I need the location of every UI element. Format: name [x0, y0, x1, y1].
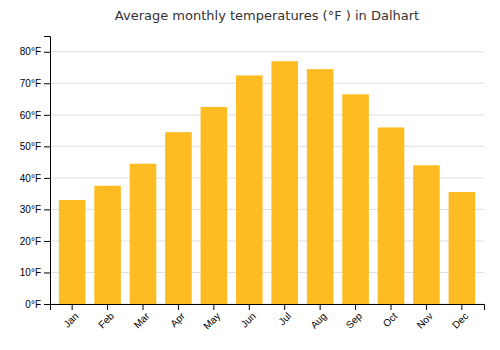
tick-mark: [44, 83, 50, 84]
plot: 0°F 10°F 20°F 30°F 40°F 50°F 60°F 70°F 80°F Jan Fe…: [20, 37, 485, 332]
tick-mark: [249, 304, 250, 310]
tick-label: 30°F: [20, 204, 41, 215]
y-tick: 40°F: [20, 173, 50, 184]
tick-label: Sep: [344, 310, 365, 331]
tick-mark: [44, 52, 50, 53]
y-tick: 30°F: [20, 204, 50, 215]
bar: [130, 164, 157, 304]
tick-mark: [44, 146, 50, 147]
tick-mark: [461, 304, 462, 310]
tick-mark: [44, 241, 50, 242]
grid: [50, 52, 484, 304]
grid-line: [50, 146, 484, 147]
tick-label: 80°F: [20, 46, 41, 57]
tick-mark: [44, 115, 50, 116]
tick-label: Aug: [308, 310, 328, 330]
y-tick: 60°F: [20, 110, 50, 121]
tick-label: Apr: [168, 310, 187, 329]
tick-mark: [44, 272, 50, 273]
tick-label: Oct: [381, 310, 400, 329]
tick-mark: [178, 304, 179, 310]
tick-mark: [391, 304, 392, 310]
tick-mark: [143, 304, 144, 310]
y-tick: 0°F: [25, 299, 50, 310]
x-tick: Apr: [168, 304, 187, 329]
bar: [307, 69, 334, 304]
tick-label: Jun: [239, 310, 258, 329]
bar: [94, 186, 121, 304]
x-tick: Jan: [61, 304, 80, 330]
tick-label: Jul: [276, 310, 293, 327]
bar: [271, 61, 298, 304]
x-tick: Aug: [308, 304, 328, 331]
x-tick: Jun: [239, 304, 258, 330]
y-tick: 20°F: [20, 236, 50, 247]
bar: [201, 107, 228, 304]
x-tick: Feb: [96, 304, 116, 330]
tick-mark: [320, 304, 321, 310]
tick-label: May: [201, 310, 222, 331]
tick-label: 50°F: [20, 141, 41, 152]
axis-line: [51, 305, 485, 311]
tick-label: Feb: [96, 310, 116, 330]
tick-label: 40°F: [20, 173, 41, 184]
axis-line: [44, 37, 51, 305]
y-tick: 50°F: [20, 141, 50, 152]
bar: [59, 200, 86, 304]
tick-mark: [284, 304, 285, 310]
bar: [378, 127, 405, 304]
tick-mark: [44, 178, 50, 179]
tick-mark: [44, 209, 50, 210]
bar: [413, 165, 440, 304]
y-tick: 80°F: [20, 46, 50, 57]
tick-label: 60°F: [20, 110, 41, 121]
bar: [165, 132, 192, 304]
tick-mark: [213, 304, 214, 310]
title: Average monthly temperatures (°F ) in Da…: [115, 8, 419, 23]
x-tick: Dec: [450, 304, 470, 331]
tick-label: Nov: [415, 310, 435, 330]
grid-line: [50, 83, 484, 84]
tick-label: 20°F: [20, 236, 41, 247]
tick-label: 70°F: [20, 78, 41, 89]
x-tick: Sep: [344, 304, 365, 331]
bar: [342, 94, 369, 304]
tick-mark: [107, 304, 108, 310]
x-tick: May: [201, 304, 222, 332]
tick-label: Mar: [132, 310, 152, 330]
chart: 0°F 10°F 20°F 30°F 40°F 50°F 60°F 70°F 80°F Jan Fe…: [0, 0, 500, 350]
tick-label: 10°F: [20, 267, 41, 278]
x-tick: Mar: [132, 304, 152, 330]
grid-line: [50, 114, 484, 115]
tick-mark: [426, 304, 427, 310]
bar: [449, 192, 476, 304]
x-axis: Jan Feb Mar Apr May Jun Jul Aug Sep Oct Nov Dec: [51, 304, 485, 332]
tick-mark: [355, 304, 356, 310]
bars: [59, 61, 475, 304]
tick-mark: [44, 304, 50, 305]
tick-label: Dec: [450, 310, 470, 330]
y-tick: 10°F: [20, 267, 50, 278]
bar: [236, 75, 263, 304]
tick-label: 0°F: [25, 299, 41, 310]
x-tick: Nov: [415, 304, 435, 331]
tick-label: Jan: [61, 310, 80, 329]
y-axis: 0°F 10°F 20°F 30°F 40°F 50°F 60°F 70°F 80°F: [20, 37, 51, 310]
x-tick: Oct: [381, 304, 400, 329]
grid-line: [50, 51, 484, 52]
tick-mark: [72, 304, 73, 310]
y-tick: 70°F: [20, 78, 50, 89]
x-tick: Jul: [276, 304, 293, 327]
